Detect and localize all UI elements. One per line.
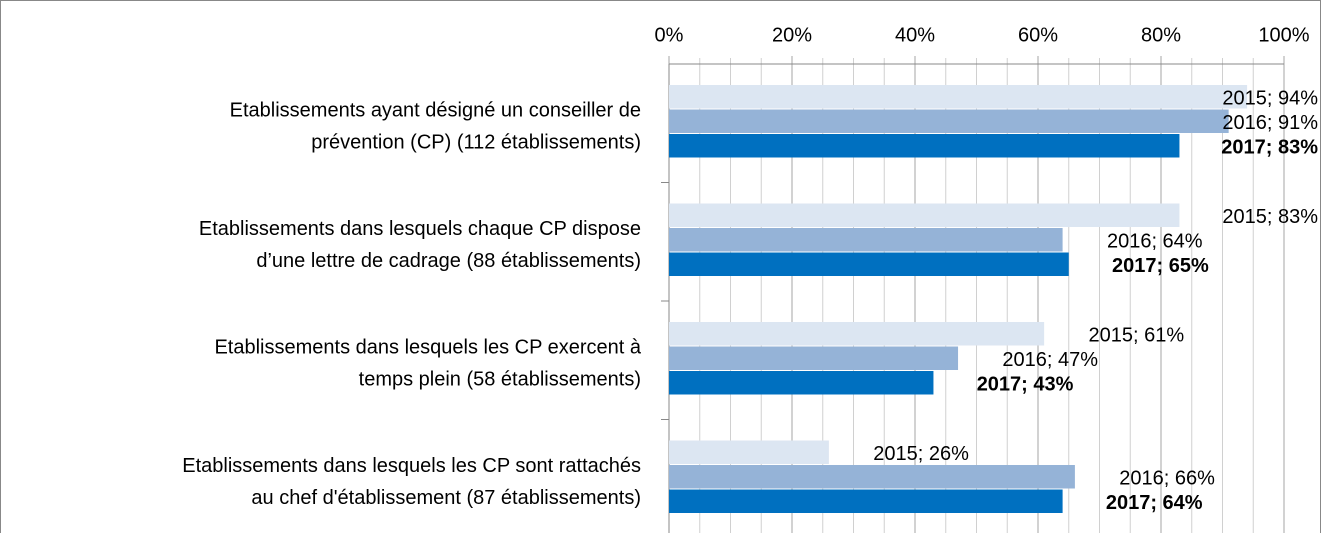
data-label: 2017; 43% [977, 374, 1074, 396]
data-label: 2016; 66% [1119, 468, 1215, 490]
x-tick-label: 0% [655, 24, 684, 46]
bar [669, 228, 1063, 252]
x-tick-label: 40% [895, 24, 935, 46]
data-label: 2016; 64% [1107, 231, 1203, 253]
data-label: 2016; 91% [1222, 112, 1318, 134]
data-label: 2015; 83% [1222, 206, 1318, 228]
data-label: 2015; 26% [873, 443, 969, 465]
bar [669, 440, 829, 464]
x-tick-label: 20% [772, 24, 812, 46]
x-tick-label: 80% [1141, 24, 1181, 46]
bar [669, 134, 1180, 158]
bar [669, 322, 1045, 346]
bar [669, 489, 1063, 513]
category-label: Etablissements dans lesquels les CP exer… [214, 337, 641, 359]
category-label: prévention (CP) (112 établissements) [311, 132, 641, 154]
category-label: Etablissements dans lesquels chaque CP d… [199, 218, 641, 240]
data-label: 2015; 94% [1222, 88, 1318, 110]
data-label: 2017; 64% [1106, 492, 1203, 514]
x-tick-label: 100% [1258, 24, 1309, 46]
data-label: 2015; 61% [1089, 325, 1185, 347]
data-label: 2017; 83% [1221, 137, 1318, 159]
bar [669, 109, 1229, 133]
category-label: Etablissements dans lesquels les CP sont… [182, 455, 641, 477]
x-tick-label: 60% [1018, 24, 1058, 46]
bar [669, 371, 934, 395]
data-label: 2017; 65% [1112, 255, 1209, 277]
category-label: au chef d'établissement (87 établissemen… [251, 487, 641, 509]
bar [669, 85, 1248, 109]
category-label: temps plein (58 établissements) [359, 369, 641, 391]
bar [669, 203, 1180, 227]
category-label: Etablissements ayant désigné un conseill… [230, 100, 641, 122]
bar [669, 252, 1069, 276]
category-label: d’une lettre de cadrage (88 établissemen… [256, 250, 641, 272]
bar [669, 346, 959, 370]
bar [669, 465, 1075, 489]
data-label: 2016; 47% [1002, 349, 1098, 371]
